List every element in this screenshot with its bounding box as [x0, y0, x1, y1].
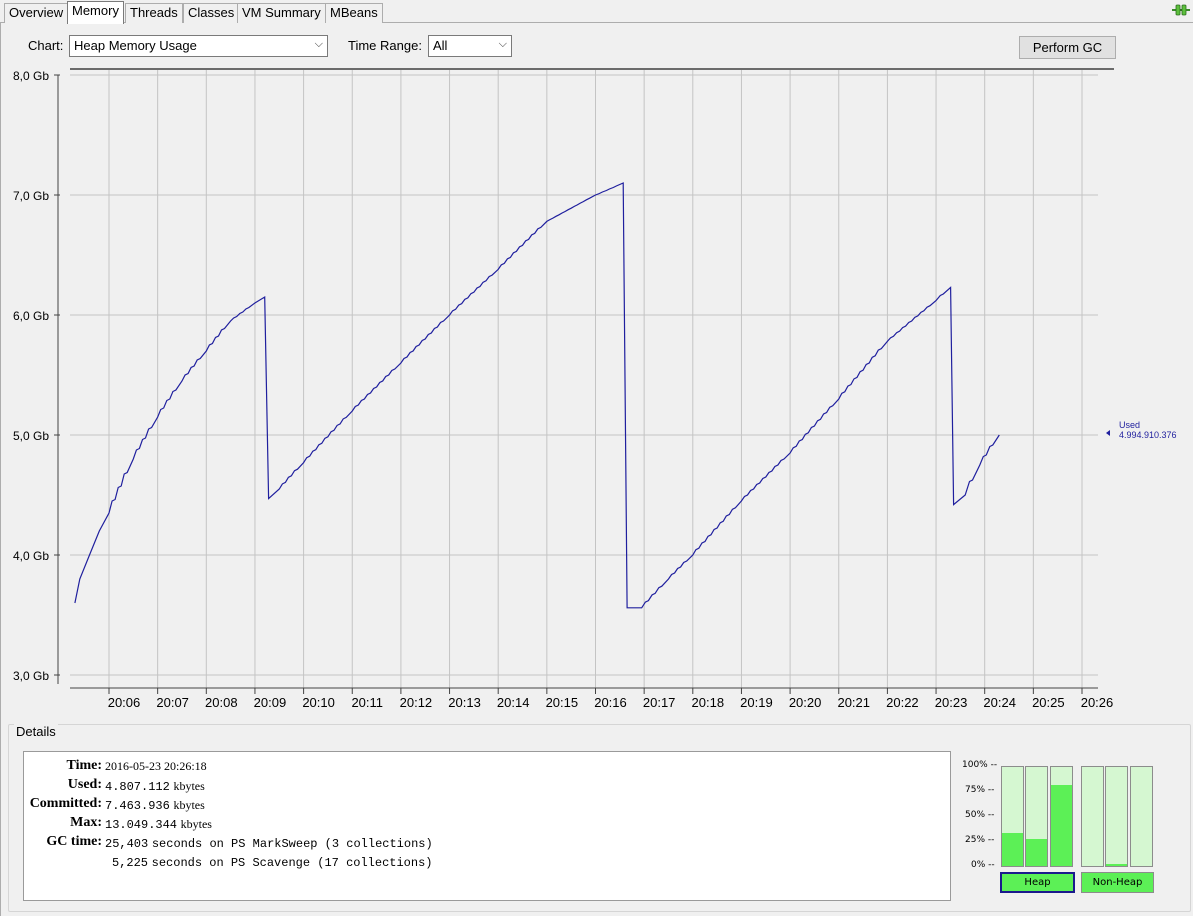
y-tick-label: 3,0 Gb: [13, 669, 49, 683]
x-tick-label: 20:08: [205, 695, 238, 710]
tab-threads[interactable]: Threads: [125, 3, 183, 23]
nonheap-pool-bar[interactable]: [1081, 766, 1104, 867]
detail-row-used: Used: 4.807.112 kbytes: [24, 777, 924, 795]
detail-label: Max:: [70, 815, 102, 830]
series-last-value: 4.994.910.376: [1119, 430, 1177, 440]
details-panel: [8, 724, 1191, 912]
heap-pool-fill: [1002, 833, 1023, 866]
detail-row-time: Time: 2016-05-23 20:26:18: [24, 758, 924, 776]
detail-value: 2016-05-23 20:26:18: [105, 759, 207, 773]
chart-label: Chart:: [28, 38, 64, 53]
detail-row-gc-time: GC time: 25,403 seconds on PS MarkSweep …: [24, 834, 924, 852]
x-tick-label: 20:09: [254, 695, 287, 710]
series-name-label: Used: [1119, 420, 1140, 430]
heap-button[interactable]: Heap: [1000, 872, 1075, 893]
time-range-select[interactable]: All ⌵: [428, 35, 512, 57]
pct-label-25: 25% --: [965, 835, 995, 845]
x-tick-label: 20:17: [643, 695, 676, 710]
detail-text: seconds on PS Scavenge (17 collections): [151, 856, 433, 870]
detail-row-max: Max: 13.049.344 kbytes: [24, 815, 924, 833]
detail-row-committed: Committed: 7.463.936 kbytes: [24, 796, 924, 814]
x-tick-label: 20:24: [983, 695, 1016, 710]
heap-pool-bar[interactable]: [1050, 766, 1073, 867]
detail-value: 7.463.936: [105, 799, 170, 813]
x-tick-label: 20:14: [497, 695, 530, 710]
tab-vm-summary[interactable]: VM Summary: [237, 3, 326, 23]
detail-unit: kbytes: [173, 798, 205, 812]
chart-select[interactable]: Heap Memory Usage ⌵: [69, 35, 328, 57]
detail-value: 5,225: [112, 856, 149, 870]
y-tick-label: 8,0 Gb: [13, 69, 49, 83]
detail-label: Used:: [67, 777, 102, 792]
heap-pool-fill: [1051, 784, 1072, 866]
pct-label-50: 50% --: [965, 810, 995, 820]
tab-memory[interactable]: Memory: [67, 1, 124, 24]
tab-overview[interactable]: Overview: [4, 3, 69, 23]
details-content: Time: 2016-05-23 20:26:18 Used: 4.807.11…: [23, 751, 951, 901]
y-tick-label: 6,0 Gb: [13, 309, 49, 323]
detail-value: 4.807.112: [105, 780, 170, 794]
used-series-line: [74, 182, 1000, 609]
details-title: Details: [14, 724, 58, 739]
nonheap-pool-bar[interactable]: [1130, 766, 1153, 867]
x-tick-label: 20:26: [1081, 695, 1114, 710]
x-tick-label: 20:15: [546, 695, 579, 710]
chart-select-value: Heap Memory Usage: [74, 38, 197, 53]
x-tick-label: 20:13: [448, 695, 481, 710]
x-tick-label: 20:16: [594, 695, 627, 710]
x-tick-label: 20:21: [837, 695, 870, 710]
x-tick-label: 20:10: [302, 695, 335, 710]
x-tick-label: 20:07: [156, 695, 189, 710]
x-tick-label: 20:18: [692, 695, 725, 710]
detail-unit: kbytes: [173, 779, 205, 793]
x-tick-label: 20:12: [400, 695, 433, 710]
connection-plug-icon: [1172, 4, 1190, 16]
nonheap-pool-fill: [1106, 864, 1127, 866]
time-range-label: Time Range:: [348, 38, 422, 53]
x-tick-label: 20:19: [740, 695, 773, 710]
heap-memory-chart: 3,0 Gb 4,0 Gb 5,0 Gb 6,0 Gb 7,0 Gb 8,0 Gb 20:…: [13, 68, 1177, 710]
x-tick-label: 20:06: [108, 695, 141, 710]
tab-classes[interactable]: Classes: [183, 3, 240, 23]
detail-label: GC time:: [46, 834, 102, 849]
x-tick-label: 20:20: [789, 695, 822, 710]
x-tick-label: 20:23: [935, 695, 968, 710]
x-tick-label: 20:11: [351, 695, 383, 710]
x-tick-label: 20:25: [1032, 695, 1065, 710]
perform-gc-button[interactable]: Perform GC: [1019, 36, 1116, 59]
y-tick-label: 4,0 Gb: [13, 549, 49, 563]
nonheap-button[interactable]: Non-Heap: [1081, 872, 1154, 893]
window-border: [0, 23, 1, 916]
plot-area: [70, 69, 1098, 689]
nonheap-pool-bar[interactable]: [1105, 766, 1128, 867]
detail-label: Time:: [66, 758, 102, 773]
y-tick-label: 7,0 Gb: [13, 189, 49, 203]
detail-text: seconds on PS MarkSweep (3 collections): [151, 837, 433, 851]
pct-label-100: 100% --: [962, 760, 998, 770]
y-tick-label: 5,0 Gb: [13, 429, 49, 443]
pct-label-0: 0% --: [971, 860, 995, 870]
heap-pool-bar[interactable]: [1025, 766, 1048, 867]
time-range-value: All: [433, 38, 448, 53]
detail-label: Committed:: [29, 796, 102, 811]
detail-row-gc-time-2: 5,225 seconds on PS Scavenge (17 collect…: [24, 853, 924, 871]
chevron-down-icon: ⌵: [498, 38, 507, 50]
chevron-down-icon: ⌵: [314, 38, 323, 50]
detail-value: 13.049.344: [105, 818, 178, 832]
last-value-marker-icon: [1106, 430, 1110, 436]
heap-pool-fill: [1026, 839, 1047, 866]
pct-label-75: 75% --: [965, 785, 995, 795]
detail-unit: kbytes: [180, 817, 212, 831]
detail-value: 25,403: [105, 837, 149, 851]
heap-pool-bar[interactable]: [1001, 766, 1024, 867]
x-tick-label: 20:22: [886, 695, 919, 710]
tab-mbeans[interactable]: MBeans: [325, 3, 383, 23]
